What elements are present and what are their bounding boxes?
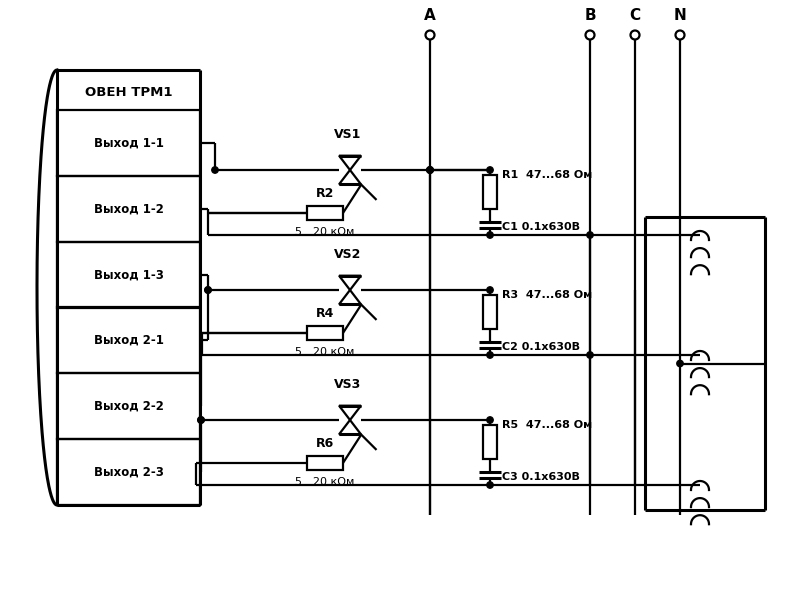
Circle shape — [486, 352, 493, 358]
Text: 5...20 кОм: 5...20 кОм — [295, 227, 354, 237]
Text: ОВЕН ТРМ1: ОВЕН ТРМ1 — [85, 85, 172, 98]
Circle shape — [586, 352, 594, 358]
Bar — [57, 110, 200, 176]
Text: VS3: VS3 — [334, 378, 362, 391]
Circle shape — [198, 417, 204, 423]
Text: B: B — [584, 8, 596, 23]
Text: R6: R6 — [316, 437, 334, 450]
Text: N: N — [674, 8, 686, 23]
Text: C2 0.1х630В: C2 0.1х630В — [502, 342, 580, 352]
Text: Выход 1-2: Выход 1-2 — [94, 202, 163, 215]
Text: C3 0.1х630В: C3 0.1х630В — [502, 472, 580, 482]
Text: 5...20 кОм: 5...20 кОм — [295, 477, 354, 487]
Circle shape — [427, 167, 434, 173]
Circle shape — [677, 360, 683, 367]
Text: Выход 1-1: Выход 1-1 — [94, 136, 163, 149]
Circle shape — [205, 287, 211, 293]
Text: Выход 1-3: Выход 1-3 — [94, 268, 163, 281]
Circle shape — [427, 167, 434, 173]
Text: Выход 2-1: Выход 2-1 — [94, 334, 163, 347]
Bar — [307, 206, 343, 220]
Circle shape — [205, 287, 211, 293]
Text: 5...20 кОм: 5...20 кОм — [295, 347, 354, 357]
Circle shape — [675, 31, 685, 40]
Text: A: A — [424, 8, 436, 23]
Circle shape — [486, 482, 493, 488]
Text: VS1: VS1 — [334, 128, 362, 141]
Circle shape — [630, 31, 639, 40]
Text: R1  47...68 Ом: R1 47...68 Ом — [502, 170, 592, 180]
Bar — [307, 326, 343, 340]
Text: R5  47...68 Ом: R5 47...68 Ом — [502, 420, 592, 430]
Bar — [57, 439, 200, 505]
Bar — [307, 456, 343, 470]
Circle shape — [426, 31, 434, 40]
Text: R2: R2 — [316, 187, 334, 200]
Bar — [57, 176, 200, 242]
Bar — [57, 373, 200, 439]
Text: R3  47...68 Ом: R3 47...68 Ом — [502, 290, 592, 300]
Circle shape — [486, 232, 493, 238]
Bar — [483, 295, 497, 329]
Bar — [57, 307, 200, 373]
Text: C: C — [630, 8, 641, 23]
Circle shape — [198, 417, 204, 423]
Circle shape — [486, 287, 493, 293]
Bar — [57, 242, 200, 307]
Text: Выход 2-3: Выход 2-3 — [94, 466, 163, 479]
Text: R4: R4 — [316, 307, 334, 320]
Circle shape — [486, 167, 493, 173]
Circle shape — [212, 167, 218, 173]
Circle shape — [586, 31, 594, 40]
Circle shape — [427, 167, 434, 173]
Text: C1 0.1х630В: C1 0.1х630В — [502, 222, 580, 232]
Bar — [483, 425, 497, 459]
Text: VS2: VS2 — [334, 248, 362, 261]
Text: Выход 2-2: Выход 2-2 — [94, 400, 163, 413]
Bar — [483, 175, 497, 209]
Circle shape — [486, 417, 493, 423]
Circle shape — [586, 232, 594, 238]
